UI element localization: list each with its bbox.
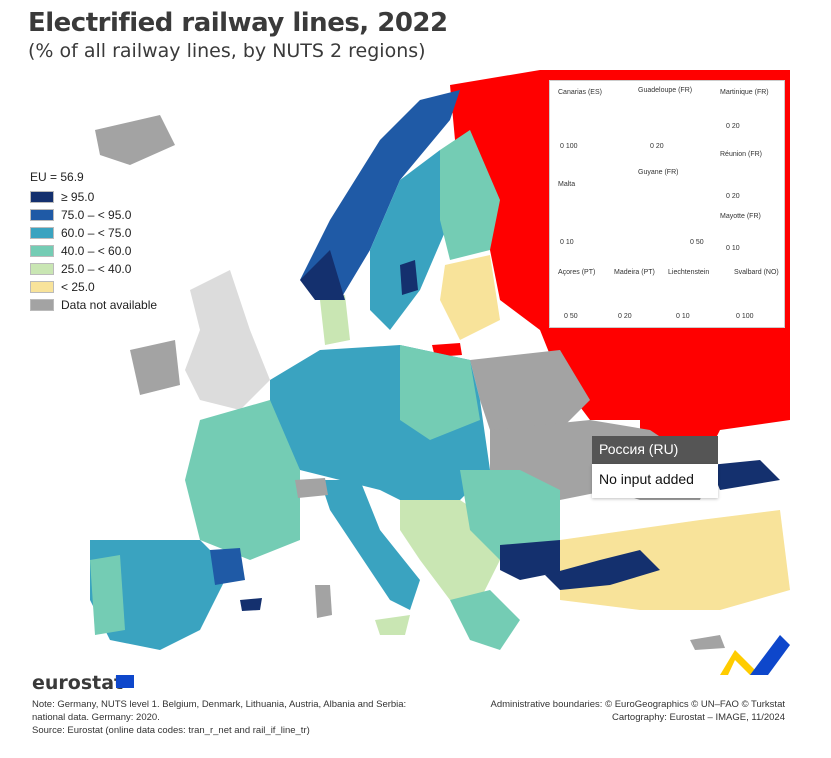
region-italy[interactable]: [320, 480, 420, 610]
legend-label: ≥ 95.0: [61, 190, 95, 204]
legend-label: Data not available: [61, 298, 158, 312]
region-norway[interactable]: [300, 90, 460, 300]
inset-scale: 0 100: [560, 143, 578, 150]
legend-swatch: [30, 245, 54, 257]
inset-scale: 0 100: [736, 313, 754, 320]
legend-label: 60.0 – < 75.0: [61, 226, 132, 240]
europe-map[interactable]: [0, 60, 831, 700]
inset-label: Mayotte (FR): [720, 213, 761, 220]
region-georgia[interactable]: [710, 460, 780, 490]
region-france[interactable]: [185, 400, 300, 560]
logo-blue-chevron: [750, 635, 790, 675]
inset-scale: 0 10: [726, 245, 740, 252]
cartography-text: Cartography: Eurostat – IMAGE, 11/2024: [611, 712, 785, 723]
region-spain-east[interactable]: [210, 548, 245, 585]
region-sweden[interactable]: [370, 150, 450, 330]
legend-row: 75.0 – < 95.0: [30, 206, 157, 224]
inset-scale: 0 50: [690, 239, 704, 246]
legend-swatch: [30, 281, 54, 293]
legend-label: 40.0 – < 60.0: [61, 244, 132, 258]
region-sicily[interactable]: [375, 615, 410, 635]
inset-label: Réunion (FR): [720, 151, 763, 158]
legend-swatch: [30, 191, 54, 203]
region-balearics[interactable]: [240, 598, 262, 611]
legend-row: Data not available: [30, 296, 157, 314]
region-denmark[interactable]: [320, 295, 350, 345]
legend-row: 25.0 – < 40.0: [30, 260, 157, 278]
footer-note: Note: Germany, NUTS level 1. Belgium, De…: [32, 698, 412, 737]
inset-scale: 0 20: [650, 143, 664, 150]
region-bulgaria[interactable]: [500, 540, 570, 580]
region-iceland: [95, 115, 175, 165]
inset-label: Guyane (FR): [638, 169, 679, 176]
source-text: Source: Eurostat (online data codes: tra…: [32, 725, 310, 736]
inset-label: Svalbard (NO): [734, 269, 779, 276]
inset-label: Açores (PT): [558, 269, 596, 276]
inset-scale: 0 20: [726, 193, 740, 200]
legend-row: 60.0 – < 75.0: [30, 224, 157, 242]
logo-yellow-chevron: [720, 650, 760, 675]
region-switzerland: [295, 478, 328, 498]
map-subtitle: (% of all railway lines, by NUTS 2 regio…: [28, 40, 426, 62]
region-portugal[interactable]: [90, 555, 125, 635]
region-ireland: [130, 340, 180, 395]
region-iberia[interactable]: [90, 540, 230, 650]
region-romania[interactable]: [460, 470, 560, 560]
inset-label: Guadeloupe (FR): [638, 87, 693, 94]
legend-eu-value: EU = 56.9: [30, 170, 84, 184]
note-text: Note: Germany, NUTS level 1. Belgium, De…: [32, 699, 407, 723]
eurostat-logo: eurostat: [32, 672, 124, 694]
legend-label: 25.0 – < 40.0: [61, 262, 132, 276]
inset-scale: 0 20: [618, 313, 632, 320]
inset-label: Canarias (ES): [558, 89, 602, 96]
region-sardinia: [315, 585, 332, 618]
legend-row: < 25.0: [30, 278, 157, 296]
legend-label: < 25.0: [61, 280, 95, 294]
legend-swatch: [30, 209, 54, 221]
region-cyprus: [690, 635, 725, 650]
map-legend: EU = 56.9 ≥ 95.0 75.0 – < 95.0 60.0 – < …: [30, 170, 157, 314]
boundaries-text: Administrative boundaries: © EuroGeograp…: [490, 699, 785, 710]
region-baltics[interactable]: [440, 255, 500, 340]
region-sweden-east[interactable]: [400, 260, 418, 295]
inset-scale: 0 50: [564, 313, 578, 320]
eu-flag-icon: [116, 675, 134, 688]
tooltip-region-name: Россия (RU): [592, 436, 718, 464]
region-uk: [185, 270, 270, 410]
legend-swatch: [30, 263, 54, 275]
inset-scale: 0 20: [726, 123, 740, 130]
region-tooltip: Россия (RU) No input added: [592, 436, 718, 498]
region-turkey[interactable]: [560, 510, 790, 610]
legend-swatch: [30, 299, 54, 311]
footer-credits: Administrative boundaries: © EuroGeograp…: [490, 698, 785, 724]
inset-label: Martinique (FR): [720, 89, 769, 96]
inset-scale: 0 10: [676, 313, 690, 320]
legend-label: 75.0 – < 95.0: [61, 208, 132, 222]
map-title: Electrified railway lines, 2022: [28, 8, 448, 38]
inset-maps-panel: Canarias (ES) Guadeloupe (FR) Martinique…: [549, 80, 785, 328]
region-poland[interactable]: [400, 345, 480, 440]
region-belarus: [470, 350, 590, 430]
inset-label: Malta: [558, 181, 576, 188]
tooltip-value: No input added: [592, 464, 718, 498]
legend-row: ≥ 95.0: [30, 188, 157, 206]
region-norway-south[interactable]: [300, 250, 345, 300]
legend-swatch: [30, 227, 54, 239]
region-finland[interactable]: [440, 130, 500, 260]
region-greece[interactable]: [450, 590, 520, 650]
inset-label: Madeira (PT): [614, 269, 655, 276]
inset-scale: 0 10: [560, 239, 574, 246]
legend-row: 40.0 – < 60.0: [30, 242, 157, 260]
inset-label: Liechtenstein: [668, 269, 710, 276]
region-turkey-rail[interactable]: [545, 550, 660, 590]
